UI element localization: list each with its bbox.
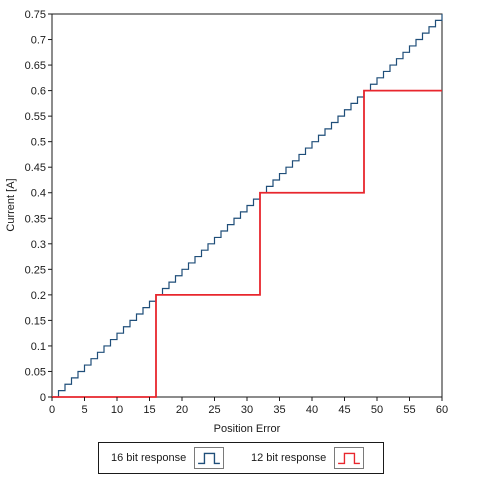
y-tick-label: 0.7: [31, 35, 46, 47]
x-tick-label: 20: [176, 404, 188, 416]
y-axis: 0 0.05 0.1 0.15 0.2 0.25 0.3 0.35 0.4 0.45 0.5 0.55…: [25, 9, 52, 404]
x-tick-label: 50: [371, 404, 383, 416]
y-tick-label: 0.15: [25, 315, 46, 327]
y-tick-label: 0.65: [25, 60, 46, 72]
x-tick-label: 35: [273, 404, 285, 416]
y-tick-label: 0.3: [31, 239, 46, 251]
y-tick-label: 0.1: [31, 341, 46, 353]
y-tick-label: 0.45: [25, 162, 46, 174]
y-tick-label: 0.5: [31, 137, 46, 149]
y-tick-label: 0.35: [25, 213, 46, 225]
chart-legend: 16 bit response 12 bit response: [98, 442, 384, 474]
x-tick-label: 5: [81, 404, 87, 416]
legend-swatch-12-bit-icon: [334, 447, 365, 469]
legend-item-16-bit: 16 bit response: [111, 443, 225, 473]
y-tick-label: 0: [40, 392, 46, 404]
x-tick-label: 40: [306, 404, 318, 416]
series-12-bit-line: [52, 89, 442, 398]
y-tick-label: 0.4: [31, 188, 46, 200]
series-16-bit-line: [52, 14, 443, 398]
y-axis-title: Current [A]: [5, 178, 17, 231]
y-tick-label: 0.2: [31, 290, 46, 302]
legend-label: 16 bit response: [111, 452, 187, 464]
y-tick-label: 0.05: [25, 366, 46, 378]
y-tick-label: 0.25: [25, 264, 46, 276]
x-tick-label: 30: [241, 404, 253, 416]
x-tick-label: 15: [143, 404, 155, 416]
x-tick-label: 45: [338, 404, 350, 416]
x-tick-label: 60: [436, 404, 448, 416]
legend-label: 12 bit response: [251, 452, 327, 464]
legend-swatch-16-bit-icon: [194, 447, 225, 469]
x-tick-label: 0: [49, 404, 55, 416]
y-tick-label: 0.6: [31, 86, 46, 98]
x-axis-title: Position Error: [214, 423, 281, 435]
x-tick-label: 25: [208, 404, 220, 416]
y-tick-label: 0.55: [25, 111, 46, 123]
x-tick-label: 10: [111, 404, 123, 416]
chart: 0 5 10 15 20 25 30 35 40 45 50 55 60 0 0.05 0.1 0.15 0.2…: [5, 9, 448, 435]
y-tick-label: 0.75: [25, 9, 46, 21]
x-axis: 0 5 10 15 20 25 30 35 40 45 50 55 60: [49, 397, 448, 416]
x-tick-label: 55: [403, 404, 415, 416]
series-layer: [52, 14, 443, 398]
legend-item-12-bit: 12 bit response: [251, 443, 365, 473]
